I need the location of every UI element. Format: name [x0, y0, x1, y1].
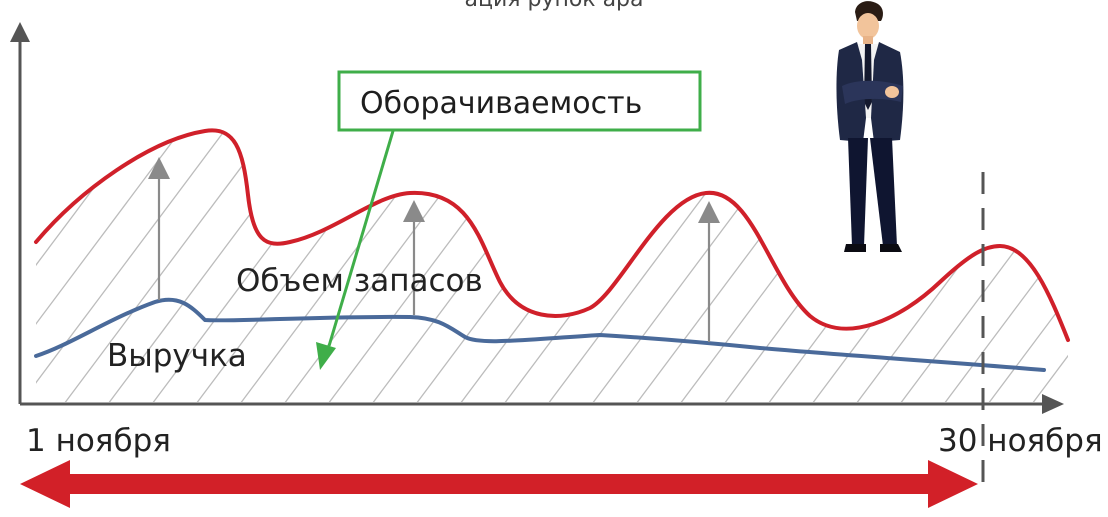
hatch-line — [36, 130, 241, 402]
revenue-line — [34, 297, 1046, 372]
hatch-line — [1076, 110, 1108, 404]
callout-arrowhead — [316, 342, 336, 370]
hatch-line — [547, 130, 769, 402]
hatch-line — [0, 110, 20, 404]
hatch-line — [239, 130, 461, 402]
title-fragment: ация рупок ара — [464, 0, 643, 12]
hatch-line — [987, 130, 1068, 402]
inventory-label: Объем запасов — [236, 263, 483, 299]
hatch-line — [415, 130, 637, 402]
axes — [10, 22, 1064, 414]
hatch-line — [36, 130, 109, 402]
hatch-line — [371, 130, 593, 402]
hatch-line — [1031, 130, 1068, 402]
period-arrow — [20, 460, 978, 508]
hatch-line — [459, 130, 681, 402]
hatch-line — [327, 130, 549, 402]
x-axis-arrowhead — [1042, 394, 1064, 414]
callout-arrow — [316, 130, 395, 370]
hatch-line — [503, 130, 725, 402]
hatch-line — [283, 130, 505, 402]
callout-box — [337, 70, 702, 132]
y-axis-arrowhead — [10, 22, 30, 42]
end-date-label: 30 ноября — [938, 423, 1103, 459]
turnover-callout: Оборачиваемость — [337, 70, 702, 132]
hatch-line — [635, 130, 857, 402]
inventory-line — [34, 128, 1070, 342]
hatch-line — [591, 130, 813, 402]
businessman-icon — [836, 1, 904, 252]
gap-arrows — [148, 157, 720, 342]
revenue-label: Выручка — [107, 338, 247, 374]
callout-text: Оборачиваемость — [360, 86, 642, 121]
start-date-label: 1 ноября — [26, 423, 171, 459]
hatch-line — [899, 130, 1068, 402]
hatch-line — [36, 130, 65, 402]
